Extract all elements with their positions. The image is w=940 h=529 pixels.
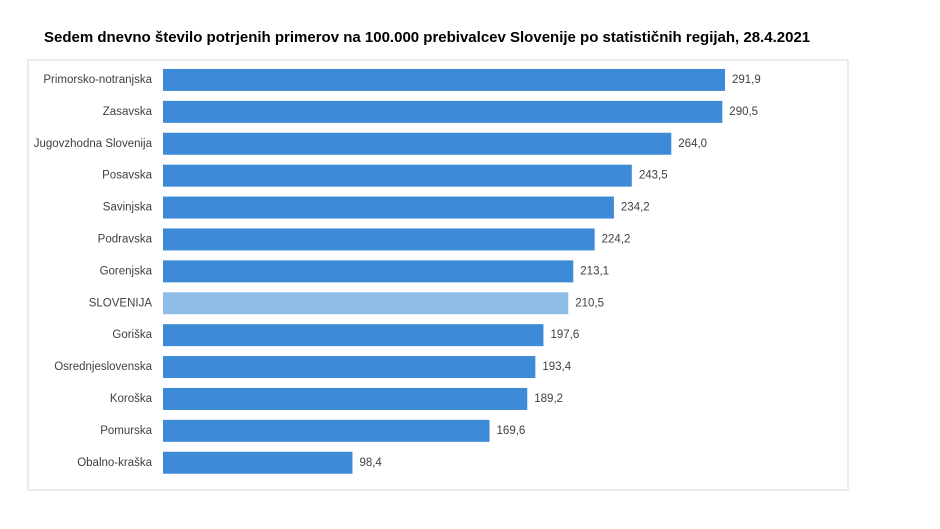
y-tick-label: Posavska — [102, 170, 152, 182]
bar — [163, 419, 490, 442]
bar — [163, 260, 574, 283]
bar — [163, 164, 632, 187]
value-label: 213,1 — [580, 265, 609, 277]
value-label: 98,4 — [359, 457, 382, 469]
y-tick-label: Gorenjska — [100, 265, 153, 277]
bar — [163, 196, 614, 219]
y-tick-label: Zasavska — [103, 106, 153, 118]
bar — [163, 356, 536, 379]
y-tick-label: Goriška — [112, 329, 152, 341]
value-label: 193,4 — [542, 361, 571, 373]
bar — [163, 68, 725, 91]
value-label: 234,2 — [621, 202, 650, 214]
value-label: 264,0 — [678, 138, 707, 150]
value-label: 210,5 — [575, 297, 604, 309]
value-label: 290,5 — [729, 106, 758, 118]
value-label: 291,9 — [732, 74, 761, 86]
value-label: 189,2 — [534, 393, 563, 405]
bar — [163, 228, 595, 251]
chart-title: Sedem dnevno število potrjenih primerov … — [44, 29, 810, 46]
plot-frame — [27, 59, 849, 491]
value-label: 243,5 — [639, 170, 668, 182]
y-tick-label: SLOVENIJA — [89, 297, 153, 309]
y-tick-label: Pomurska — [100, 425, 152, 437]
y-tick-label: Podravska — [98, 233, 153, 245]
bar — [163, 132, 672, 155]
bar — [163, 292, 569, 315]
y-tick-label: Obalno-kraška — [77, 457, 152, 469]
y-tick-label: Jugovzhodna Slovenija — [34, 138, 153, 150]
y-tick-label: Primorsko-notranjska — [43, 74, 152, 86]
y-tick-label: Savinjska — [103, 202, 153, 214]
y-tick-label: Koroška — [110, 393, 153, 405]
bar — [163, 100, 723, 123]
bar — [163, 451, 353, 474]
bar — [163, 387, 528, 410]
y-tick-label: Osrednjeslovenska — [54, 361, 152, 373]
value-label: 224,2 — [602, 233, 631, 245]
value-label: 169,6 — [497, 425, 526, 437]
bar — [163, 324, 544, 347]
value-label: 197,6 — [550, 329, 579, 341]
